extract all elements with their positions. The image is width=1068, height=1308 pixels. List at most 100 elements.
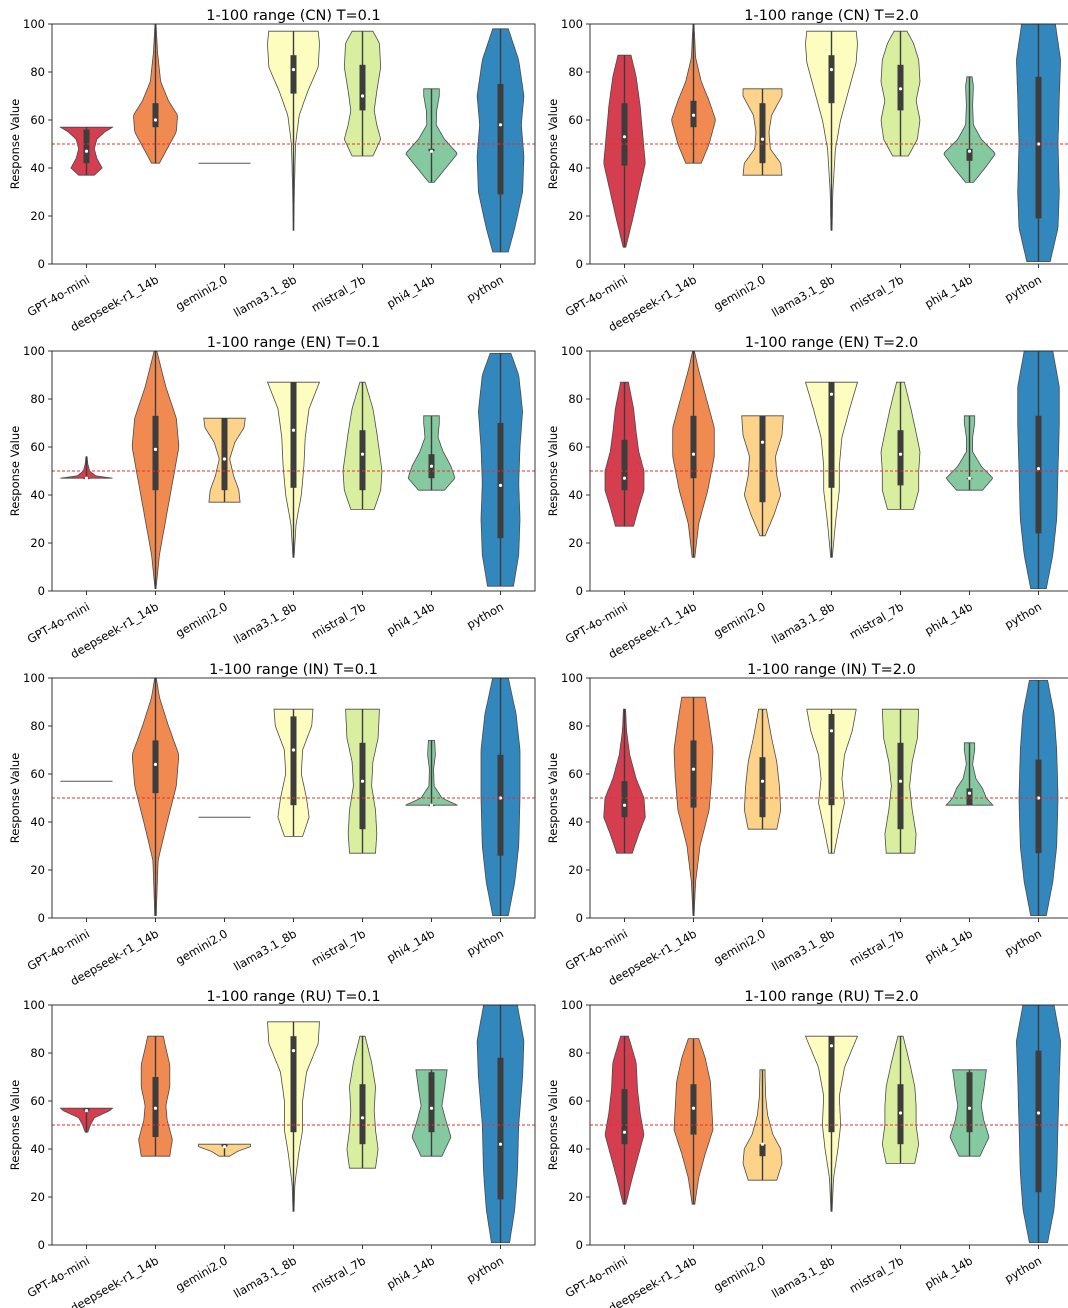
violin-iqr-box <box>290 382 297 488</box>
violin-median-marker <box>898 779 903 783</box>
violin-median-marker <box>84 149 89 153</box>
violin-llama3.1_8b <box>266 381 321 558</box>
y-tick-label: 100 <box>23 998 45 1012</box>
x-tick-label: mistral_7b <box>847 272 906 314</box>
violin-iqr-box <box>152 415 159 491</box>
violin-median-marker <box>429 803 434 807</box>
violin-python <box>1017 350 1060 589</box>
x-tick-label: gemini2.0 <box>711 272 768 313</box>
violin-deepseek-r1_14b <box>671 23 716 164</box>
violin-python <box>476 28 525 253</box>
violin-llama3.1_8b <box>267 30 320 231</box>
x-tick-label: python <box>1002 599 1044 631</box>
x-tick-label: GPT-4o-mini <box>25 1253 92 1300</box>
violin-phi4_14b <box>411 1069 452 1157</box>
violin-mistral_7b <box>880 30 921 157</box>
violin-python <box>1018 680 1059 916</box>
violin-median-marker <box>360 779 365 783</box>
violin-python <box>480 677 521 916</box>
y-tick-label: 20 <box>30 1190 45 1204</box>
violin-gemini2.0 <box>741 415 784 537</box>
violin-iqr-box <box>290 1036 297 1133</box>
x-tick-label: mistral_7b <box>309 272 368 314</box>
y-axis-label: Response Value <box>8 99 22 189</box>
subplot-8: 1-100 range (RU) T=2.0 0 20 40 60 80 100 Respon… <box>546 989 1068 1308</box>
x-tick-label: phi4_14b <box>922 599 975 638</box>
violin-phi4_14b <box>949 1069 990 1157</box>
violin-median-marker <box>829 1044 834 1048</box>
subplot-title: 1-100 range (IN) T=0.1 <box>209 662 378 678</box>
y-tick-label: 0 <box>38 1238 45 1252</box>
violin-GPT-4o-mini <box>60 456 113 480</box>
violin-python <box>476 1004 525 1243</box>
violin-deepseek-r1_14b <box>673 696 714 916</box>
violin-iqr-box <box>690 415 697 479</box>
violin-median-marker <box>153 1106 158 1110</box>
violin-deepseek-r1_14b <box>673 1038 714 1205</box>
violin-mistral_7b <box>345 708 380 854</box>
violin-median-marker <box>360 94 365 98</box>
violin-iqr-box <box>897 430 904 486</box>
subplot-4: 1-100 range (EN) T=2.0 0 20 40 60 80 100 Respon… <box>546 335 1068 661</box>
violin-iqr-box <box>828 1036 835 1133</box>
subplot-title: 1-100 range (EN) T=2.0 <box>745 335 919 351</box>
x-tick-label: python <box>464 599 506 631</box>
x-tick-label: mistral_7b <box>309 599 368 641</box>
violin-median-marker <box>498 483 503 487</box>
y-tick-label: 60 <box>30 440 45 454</box>
x-tick-label: GPT-4o-mini <box>25 599 92 646</box>
violin-iqr-box <box>152 740 159 794</box>
violin-median-marker <box>760 1142 765 1146</box>
violin-iqr-box <box>359 430 366 491</box>
x-tick-label: GPT-4o-mini <box>563 599 630 646</box>
y-tick-label: 80 <box>568 719 583 733</box>
y-tick-label: 0 <box>576 257 583 271</box>
violin-median-marker <box>1036 1111 1041 1115</box>
x-tick-label: python <box>464 926 506 958</box>
violin-median-marker <box>967 1106 972 1110</box>
violin-median-marker <box>498 1142 503 1146</box>
x-tick-label: gemini2.0 <box>711 599 768 640</box>
violin-iqr-box <box>428 1072 435 1133</box>
y-tick-label: 100 <box>23 671 45 685</box>
x-tick-label: phi4_14b <box>384 272 437 311</box>
y-tick-label: 40 <box>568 815 583 829</box>
y-tick-label: 20 <box>568 1190 583 1204</box>
violin-python <box>1016 23 1061 262</box>
y-tick-label: 80 <box>568 392 583 406</box>
violin-median-marker <box>898 452 903 456</box>
violin-median-marker <box>498 796 503 800</box>
y-tick-label: 80 <box>30 392 45 406</box>
violin-iqr-box <box>1035 76 1042 219</box>
violin-GPT-4o-mini <box>604 1035 645 1205</box>
violin-median-marker <box>760 440 765 444</box>
violin-median-marker <box>691 767 696 771</box>
subplot-5: 1-100 range (IN) T=0.1 0 20 40 60 80 100 Respon… <box>8 662 536 988</box>
y-tick-label: 0 <box>38 257 45 271</box>
violin-python <box>477 353 524 587</box>
x-tick-label: gemini2.0 <box>173 272 230 313</box>
x-tick-label: python <box>464 1253 506 1285</box>
violin-iqr-box <box>966 1072 973 1133</box>
subplot-7: 1-100 range (RU) T=0.1 0 20 40 60 80 100 Respon… <box>8 989 536 1308</box>
y-tick-label: 40 <box>30 815 45 829</box>
violin-deepseek-r1_14b <box>133 23 178 164</box>
x-tick-label: phi4_14b <box>922 926 975 965</box>
y-tick-label: 80 <box>568 65 583 79</box>
violin-phi4_14b <box>407 415 456 491</box>
violin-median-marker <box>898 1111 903 1115</box>
subplot-title: 1-100 range (EN) T=0.1 <box>207 335 381 351</box>
violin-median-marker <box>291 748 296 752</box>
violin-mistral_7b <box>880 381 921 510</box>
violin-GPT-4o-mini <box>59 1107 114 1133</box>
y-tick-label: 100 <box>561 671 583 685</box>
y-tick-label: 60 <box>30 767 45 781</box>
x-tick-label: phi4_14b <box>384 599 437 638</box>
violin-GPT-4o-mini <box>603 54 646 248</box>
violin-median-marker <box>622 476 627 480</box>
y-tick-label: 0 <box>576 911 583 925</box>
violin-median-marker <box>429 1106 434 1110</box>
x-tick-label: gemini2.0 <box>711 926 768 967</box>
violin-iqr-box <box>359 742 366 830</box>
